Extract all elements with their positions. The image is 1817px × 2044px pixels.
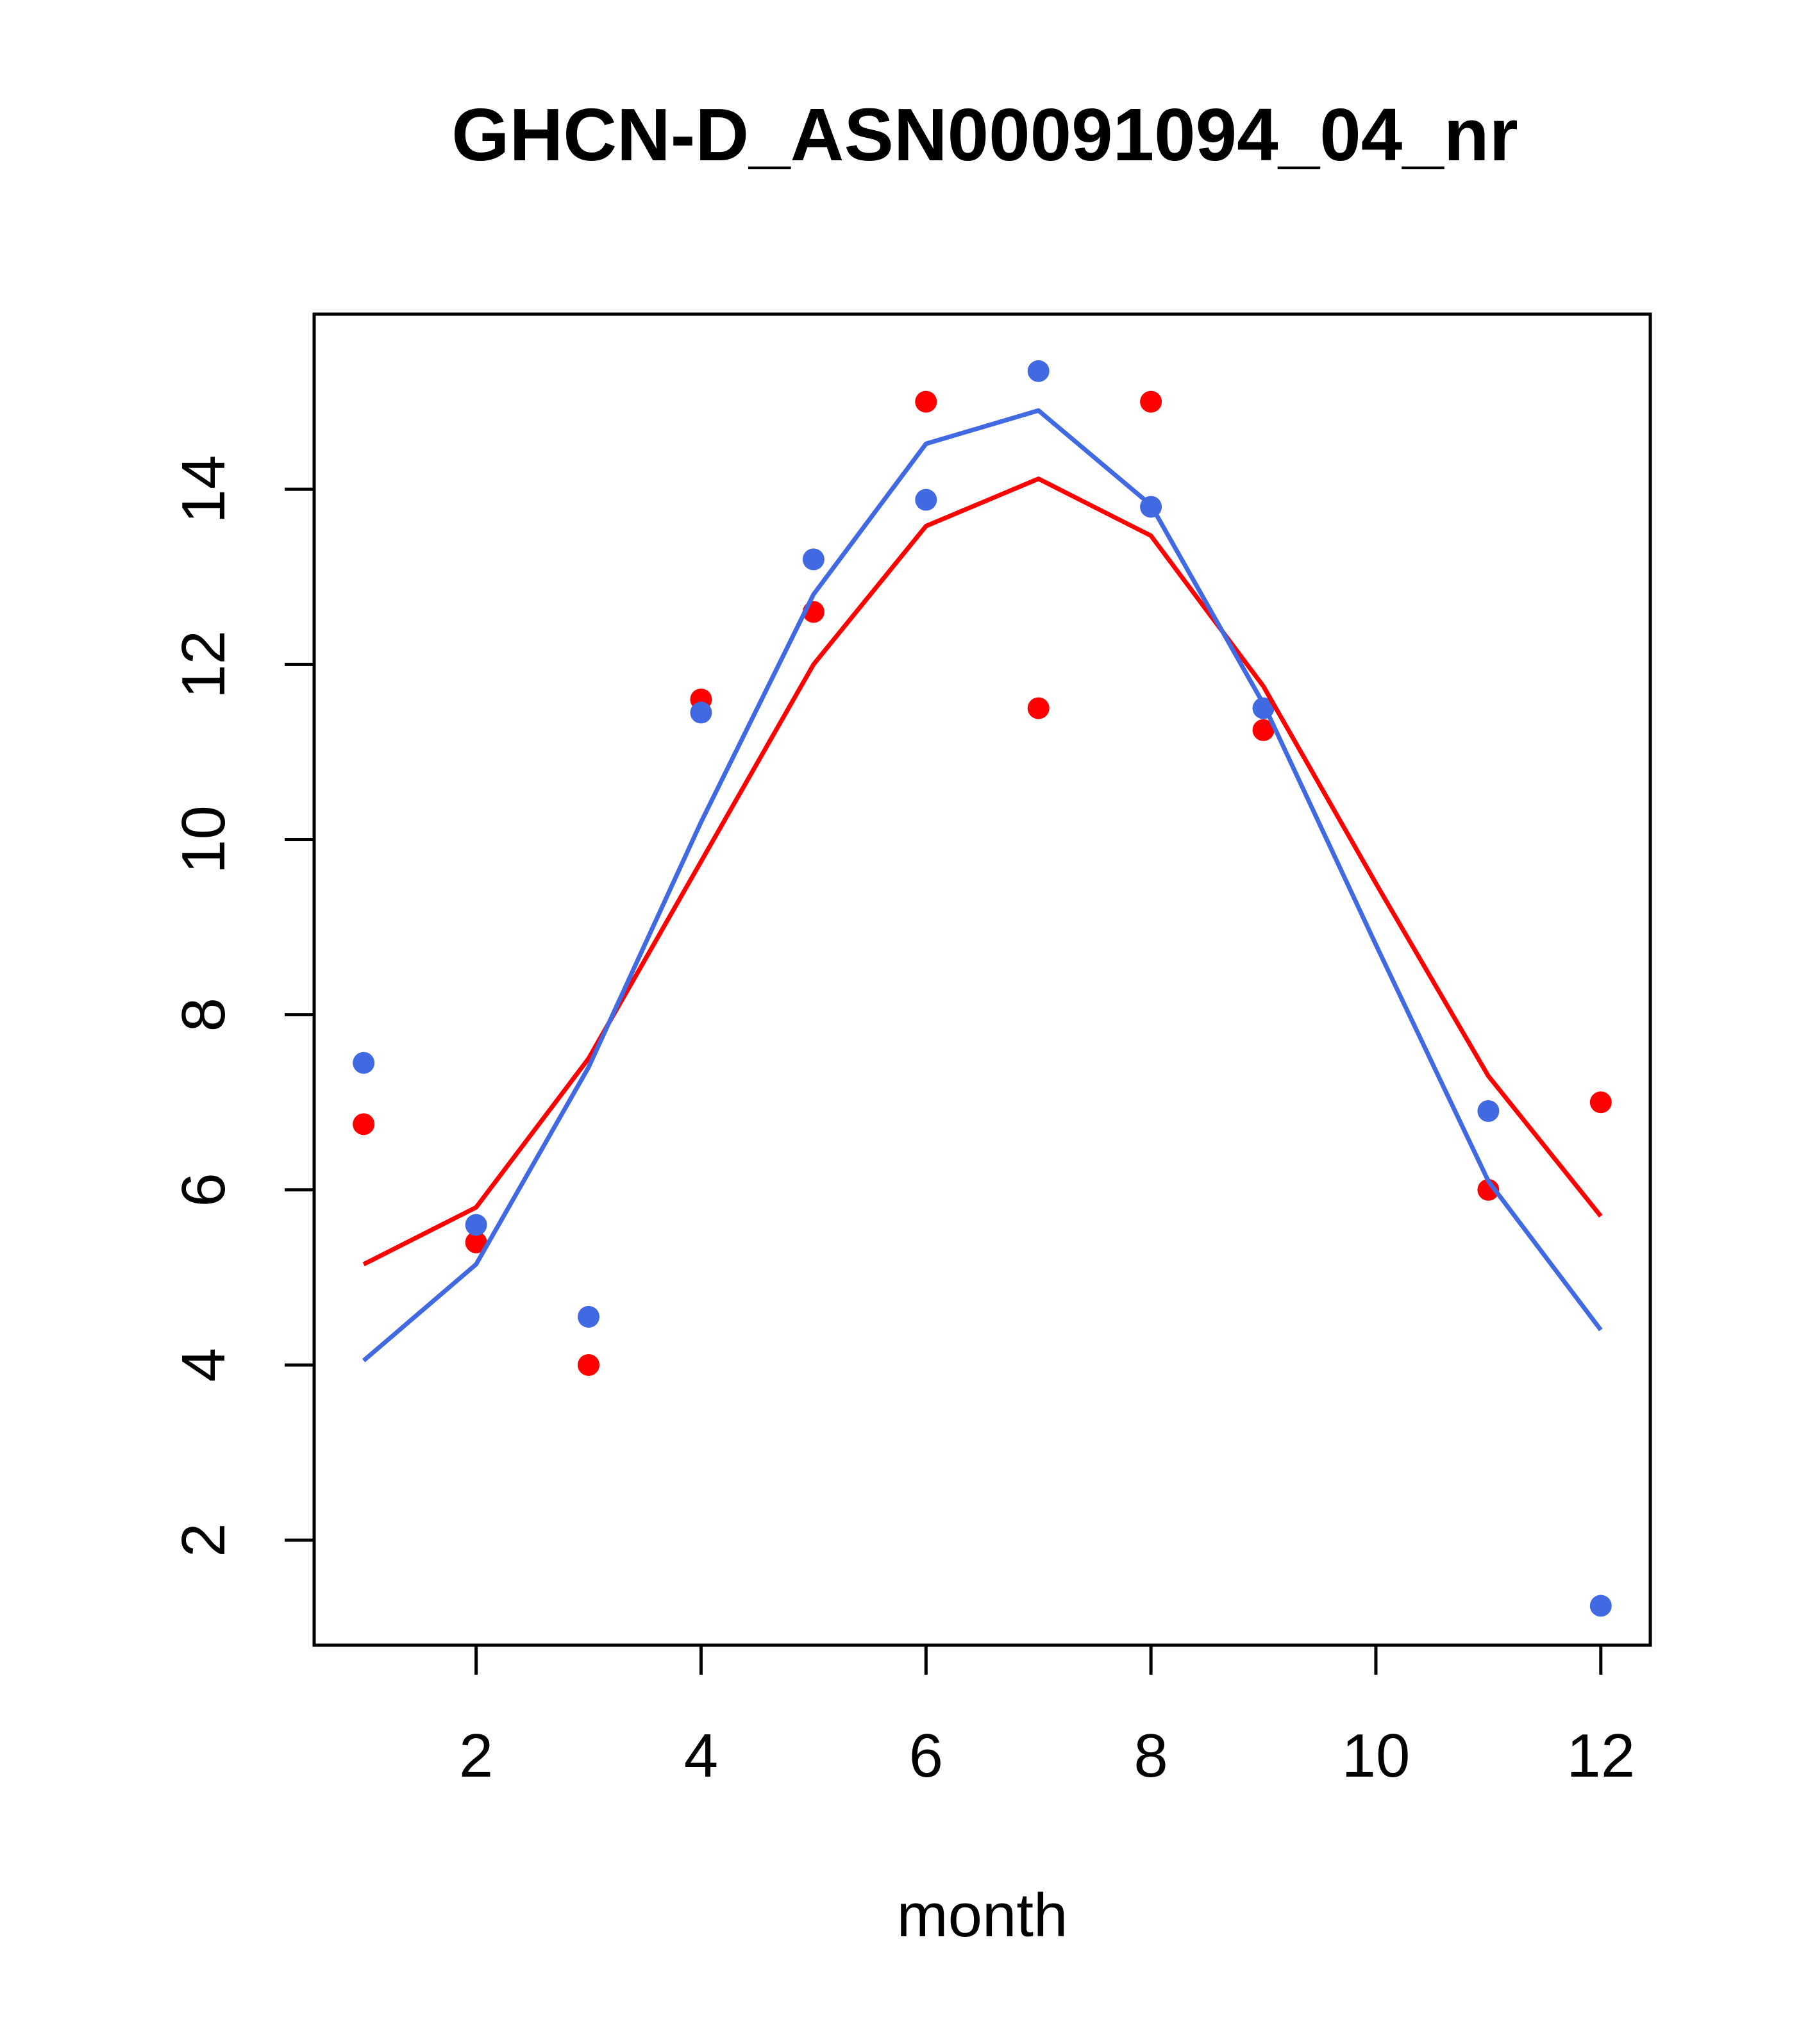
series-line [362, 476, 1603, 1267]
y-tick-label: 12 [169, 630, 238, 699]
data-point [1477, 1178, 1500, 1201]
data-point [690, 701, 712, 724]
x-tick-label: 8 [1134, 1721, 1168, 1790]
data-point [1252, 719, 1275, 741]
data-point [353, 1113, 375, 1135]
y-tick-label: 8 [169, 998, 238, 1032]
data-point [578, 1305, 600, 1328]
data-point [465, 1231, 487, 1253]
series-0-points [353, 390, 1612, 1376]
y-tick-label: 14 [169, 455, 238, 524]
x-tick-label: 2 [459, 1721, 493, 1790]
x-tick-label: 10 [1342, 1721, 1411, 1790]
y-axis: 2 4 6 8 10 12 14 [169, 455, 316, 1557]
data-point [1027, 360, 1050, 382]
data-point [1140, 390, 1162, 413]
data-point [1477, 1100, 1500, 1122]
series-2-line [362, 476, 1603, 1267]
series-1-points [353, 360, 1612, 1617]
y-tick-label: 2 [169, 1523, 238, 1557]
x-axis: 2 4 6 8 10 12 [459, 1643, 1635, 1790]
data-point [1589, 1595, 1612, 1617]
series-line [362, 408, 1603, 1362]
y-tick-label: 10 [169, 805, 238, 874]
x-tick-label: 12 [1566, 1721, 1635, 1790]
x-tick-label: 4 [684, 1721, 718, 1790]
data-point [915, 390, 937, 413]
data-point [578, 1353, 600, 1376]
data-point [465, 1214, 487, 1236]
x-tick-label: 6 [909, 1721, 943, 1790]
chart-title: GHCN-D_ASN00091094_04_nr [451, 93, 1518, 176]
series-3-line [362, 408, 1603, 1362]
data-point [1589, 1091, 1612, 1114]
data-point [915, 489, 937, 511]
x-axis-label: month [897, 1881, 1068, 1950]
data-point [353, 1051, 375, 1074]
series-layer [353, 360, 1612, 1617]
data-point [802, 548, 825, 571]
data-point [1027, 697, 1050, 719]
y-tick-label: 4 [169, 1348, 238, 1382]
plot-frame [312, 312, 1652, 1647]
y-tick-label: 6 [169, 1173, 238, 1207]
